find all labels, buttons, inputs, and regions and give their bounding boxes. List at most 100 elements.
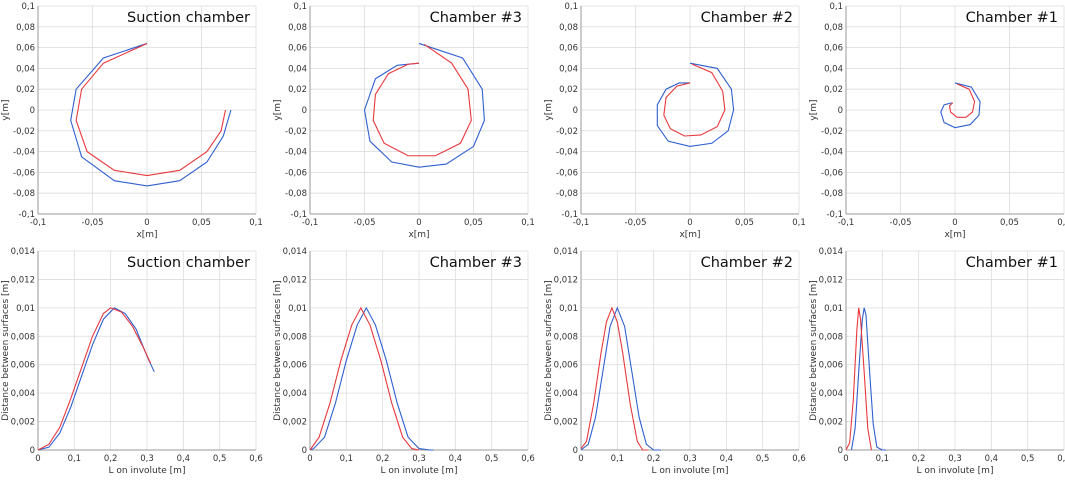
x-axis-label: L on involute [m] (917, 466, 994, 476)
x-tick-label: 0 (843, 454, 848, 464)
y-tick-label: 0,012 (283, 275, 307, 285)
curve (656, 62, 735, 147)
y-axis-label: Distance between surfaces [m] (544, 280, 554, 421)
y-tick-label: -0,02 (13, 127, 35, 137)
y-tick-label: 0,06 (824, 44, 843, 54)
y-tick-label: 0,002 (283, 418, 307, 428)
y-tick-label: 0,012 (11, 275, 35, 285)
x-tick-label: 0,1 (68, 454, 82, 464)
y-tick-label: 0,04 (824, 64, 843, 74)
y-tick-label: -0,1 (561, 210, 578, 220)
curve (70, 42, 232, 187)
y-tick-label: 0,004 (11, 389, 35, 399)
x-tick-label: 0,4 (449, 454, 463, 464)
y-tick-label: -0,02 (285, 127, 307, 137)
x-tick-label: 0 (307, 454, 312, 464)
x-tick-label: 0,2 (647, 454, 661, 464)
x-tick-label: 0,6 (249, 454, 263, 464)
y-tick-label: 0,04 (288, 64, 307, 74)
x-tick-label: 0,3 (948, 454, 962, 464)
x-tick-label: 0 (687, 218, 692, 228)
x-tick-label: 0,1 (876, 454, 890, 464)
curve (309, 306, 420, 451)
y-tick-label: 0,02 (16, 85, 35, 95)
y-tick-label: 0,008 (11, 332, 35, 342)
x-tick-label: -0,05 (354, 218, 376, 228)
y-tick-label: 0,006 (819, 361, 843, 371)
y-tick-label: -0,04 (13, 148, 35, 158)
y-tick-label: 0,006 (283, 361, 307, 371)
y-tick-label: 0,002 (819, 418, 843, 428)
y-tick-label: 0 (30, 106, 35, 116)
x-tick-label: 0,1 (1057, 218, 1065, 228)
y-tick-label: 0,014 (819, 247, 843, 257)
x-tick-label: 0,05 (1000, 218, 1019, 228)
x-tick-label: 0,2 (912, 454, 926, 464)
x-tick-label: 0,05 (464, 218, 483, 228)
x-tick-label: 0,4 (720, 454, 734, 464)
y-tick-label: 0,02 (288, 85, 307, 95)
y-tick-label: 0,014 (11, 247, 35, 257)
curve (850, 307, 886, 451)
y-tick-label: 0 (838, 106, 843, 116)
subplot: 0,014 0,012 0,01 0,008 0,006 0,004 0,002 00 0,1 0… (273, 247, 535, 476)
curve (940, 82, 981, 129)
y-axis-label: y[m] (1, 99, 11, 120)
x-tick-label: -0,1 (302, 218, 319, 228)
y-tick-label: 0,014 (554, 247, 578, 257)
y-tick-label: 0,014 (283, 247, 307, 257)
y-tick-label: 0,06 (16, 44, 35, 54)
y-tick-label: -0,1 (826, 210, 843, 220)
x-tick-label: 0,6 (792, 454, 806, 464)
curve (663, 63, 726, 137)
curve (363, 42, 485, 168)
curve (309, 306, 434, 451)
y-tick-label: 0,008 (819, 332, 843, 342)
y-tick-label: 0,01 (824, 304, 843, 314)
x-axis-label: L on involute [m] (652, 466, 729, 476)
x-tick-label: 0 (578, 454, 583, 464)
x-tick-label: 0,5 (213, 454, 227, 464)
y-tick-label: 0,004 (554, 389, 578, 399)
y-tick-label: 0,06 (559, 44, 578, 54)
y-tick-label: -0,1 (290, 210, 307, 220)
chart-title: Chamber #1 (966, 10, 1058, 26)
subplot: 0,1 0,08 0,06 0,04 0,02 0 -0,02 -0,04 -0,06 -0,08… (273, 2, 535, 240)
curve (948, 83, 976, 118)
x-tick-label: 0,6 (521, 454, 535, 464)
y-tick-label: 0,01 (559, 304, 578, 314)
y-axis-label: Distance between surfaces [m] (273, 280, 283, 421)
y-tick-label: -0,02 (821, 127, 843, 137)
x-tick-label: -0,05 (625, 218, 647, 228)
y-tick-label: 0,012 (819, 275, 843, 285)
x-tick-label: 0,05 (192, 218, 211, 228)
subplot: 0,1 0,08 0,06 0,04 0,02 0 -0,02 -0,04 -0,06 -0,08… (544, 2, 806, 240)
y-tick-label: 0,04 (559, 64, 578, 74)
y-tick-label: 0,1 (21, 2, 35, 12)
x-tick-label: 0,2 (104, 454, 118, 464)
y-tick-label: -0,04 (285, 148, 307, 158)
x-tick-label: 0,3 (140, 454, 154, 464)
x-tick-label: 0,3 (412, 454, 426, 464)
y-tick-label: 0,02 (559, 85, 578, 95)
curve (37, 307, 155, 451)
y-tick-label: -0,08 (285, 189, 307, 199)
curve (37, 307, 152, 451)
y-tick-label: 0 (30, 446, 35, 456)
x-tick-label: 0,05 (735, 218, 754, 228)
y-tick-label: -0,1 (18, 210, 35, 220)
x-axis-label: x[m] (408, 230, 429, 240)
x-tick-label: -0,05 (890, 218, 912, 228)
y-tick-label: 0 (838, 446, 843, 456)
y-tick-label: 0,08 (824, 23, 843, 33)
y-tick-label: -0,04 (556, 148, 578, 158)
y-tick-label: 0,1 (829, 2, 843, 12)
y-tick-label: 0,01 (16, 304, 35, 314)
y-tick-label: -0,08 (13, 189, 35, 199)
y-tick-label: 0,012 (554, 275, 578, 285)
x-axis-label: x[m] (136, 230, 157, 240)
x-tick-label: 0,1 (340, 454, 354, 464)
y-tick-label: -0,06 (13, 168, 35, 178)
y-tick-label: 0,004 (283, 389, 307, 399)
